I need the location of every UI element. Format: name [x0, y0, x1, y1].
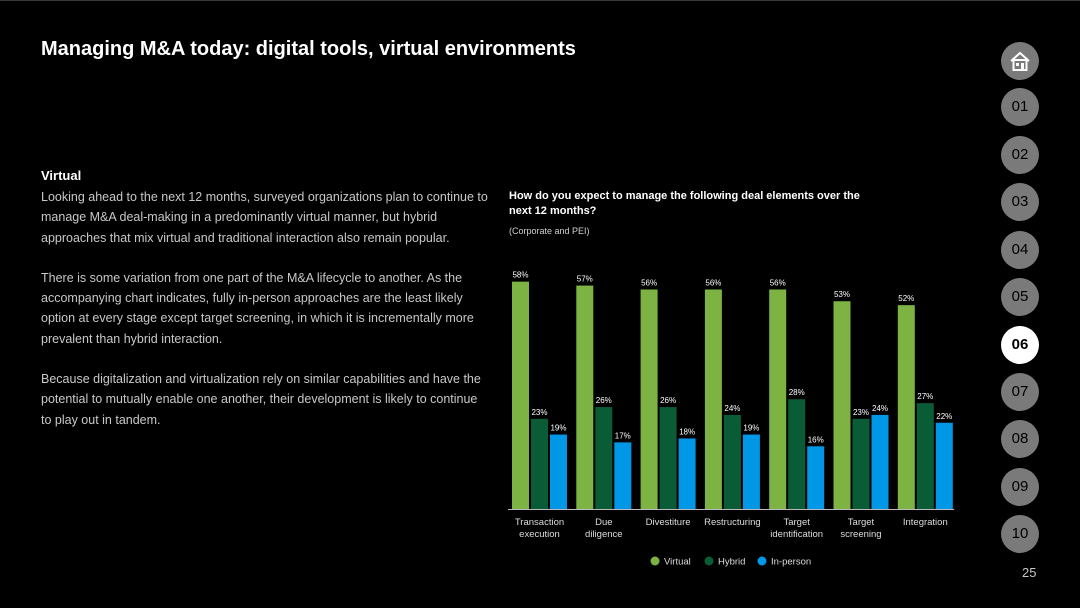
top-divider [0, 0, 1080, 1]
value-label: 56% [770, 278, 786, 287]
nav-section-02[interactable]: 02 [1001, 136, 1039, 174]
nav-section-05[interactable]: 05 [1001, 278, 1039, 316]
chart-title: How do you expect to manage the followin… [509, 190, 860, 217]
legend-label: In-person [771, 557, 811, 568]
chart-bars [512, 281, 953, 509]
value-label: 16% [808, 435, 824, 444]
nav-section-08[interactable]: 08 [1001, 420, 1039, 458]
bar-in-person-6 [935, 422, 953, 509]
bar-in-person-5 [871, 414, 889, 509]
value-label: 57% [577, 275, 593, 284]
bar-virtual-1 [576, 285, 594, 509]
value-label: 23% [853, 408, 869, 417]
nav-section-09[interactable]: 09 [1001, 468, 1039, 506]
paragraph-2: There is some variation from one part of… [41, 270, 474, 346]
bar-in-person-0 [550, 434, 567, 509]
nav-section-03[interactable]: 03 [1001, 183, 1039, 221]
value-label: 26% [660, 396, 676, 405]
category-label: Target screening [840, 517, 881, 540]
bar-hybrid-5 [852, 418, 870, 509]
bar-hybrid-2 [659, 407, 677, 509]
value-label: 56% [641, 278, 657, 287]
legend-marker-hybrid [704, 556, 714, 566]
value-label: 58% [512, 271, 528, 280]
value-label: 26% [596, 396, 612, 405]
legend-label: Hybrid [718, 557, 745, 568]
value-label: 24% [872, 404, 888, 413]
bar-virtual-6 [897, 305, 915, 509]
home-button[interactable] [1001, 42, 1039, 80]
bar-hybrid-6 [916, 403, 934, 509]
value-label: 27% [917, 392, 933, 401]
bar-hybrid-1 [595, 407, 613, 509]
bar-virtual-2 [640, 289, 658, 509]
value-label: 24% [724, 404, 740, 413]
category-label: Due diligence [585, 517, 623, 540]
paragraph-3: Because digitalization and virtualizatio… [41, 372, 481, 427]
paragraph-1: Looking ahead to the next 12 months, sur… [41, 190, 488, 245]
page-title: Managing M&A today: digital tools, virtu… [41, 38, 576, 60]
category-label: Target identification [770, 517, 823, 540]
bar-virtual-0 [512, 281, 529, 509]
category-labels: Transaction execution Due diligence Divestit… [515, 517, 948, 540]
bar-hybrid-0 [531, 418, 548, 509]
chart-legend: Virtual Hybrid In-person [650, 556, 811, 568]
nav-section-07[interactable]: 07 [1001, 373, 1039, 411]
legend-marker-in-person [757, 556, 767, 566]
legend-label: Virtual [664, 557, 691, 568]
value-label: 52% [898, 294, 914, 303]
section-heading: Virtual [41, 168, 82, 183]
category-label: Transaction execution [515, 517, 564, 540]
page-number: 25 [1022, 565, 1037, 580]
value-label: 28% [789, 388, 805, 397]
bar-hybrid-3 [723, 414, 741, 509]
bar-in-person-4 [807, 446, 825, 509]
bar-virtual-4 [769, 289, 787, 509]
value-label: 23% [531, 408, 547, 417]
chart-subtitle: (Corporate and PEI) [509, 226, 590, 236]
category-label: Divestiture [646, 517, 691, 528]
legend-marker-virtual [650, 556, 660, 566]
body-text: Virtual Looking ahead to the next 12 mon… [41, 168, 491, 450]
bar-virtual-3 [704, 289, 722, 509]
nav-section-10[interactable]: 10 [1001, 515, 1039, 553]
deal-elements-chart: 58%23%19%57%26%17%56%26%18%56%24%19%56%2… [508, 271, 955, 568]
category-label: Integration [903, 517, 948, 528]
value-label: 19% [743, 424, 759, 433]
bar-virtual-5 [833, 301, 851, 509]
bar-hybrid-4 [788, 399, 806, 509]
value-label: 17% [615, 431, 631, 440]
value-label: 19% [550, 424, 566, 433]
nav-section-06[interactable]: 06 [1001, 326, 1039, 364]
nav-section-04[interactable]: 04 [1001, 231, 1039, 269]
value-label: 18% [679, 427, 695, 436]
category-label: Restructuring [704, 517, 761, 528]
value-label: 56% [705, 278, 721, 287]
home-icon [1010, 51, 1030, 71]
bar-in-person-1 [614, 442, 632, 509]
chart-value-labels: 58%23%19%57%26%17%56%26%18%56%24%19%56%2… [512, 271, 952, 445]
bar-in-person-2 [678, 438, 696, 509]
value-label: 53% [834, 290, 850, 299]
value-label: 22% [936, 412, 952, 421]
nav-section-01[interactable]: 01 [1001, 88, 1039, 126]
bar-in-person-3 [742, 434, 760, 509]
